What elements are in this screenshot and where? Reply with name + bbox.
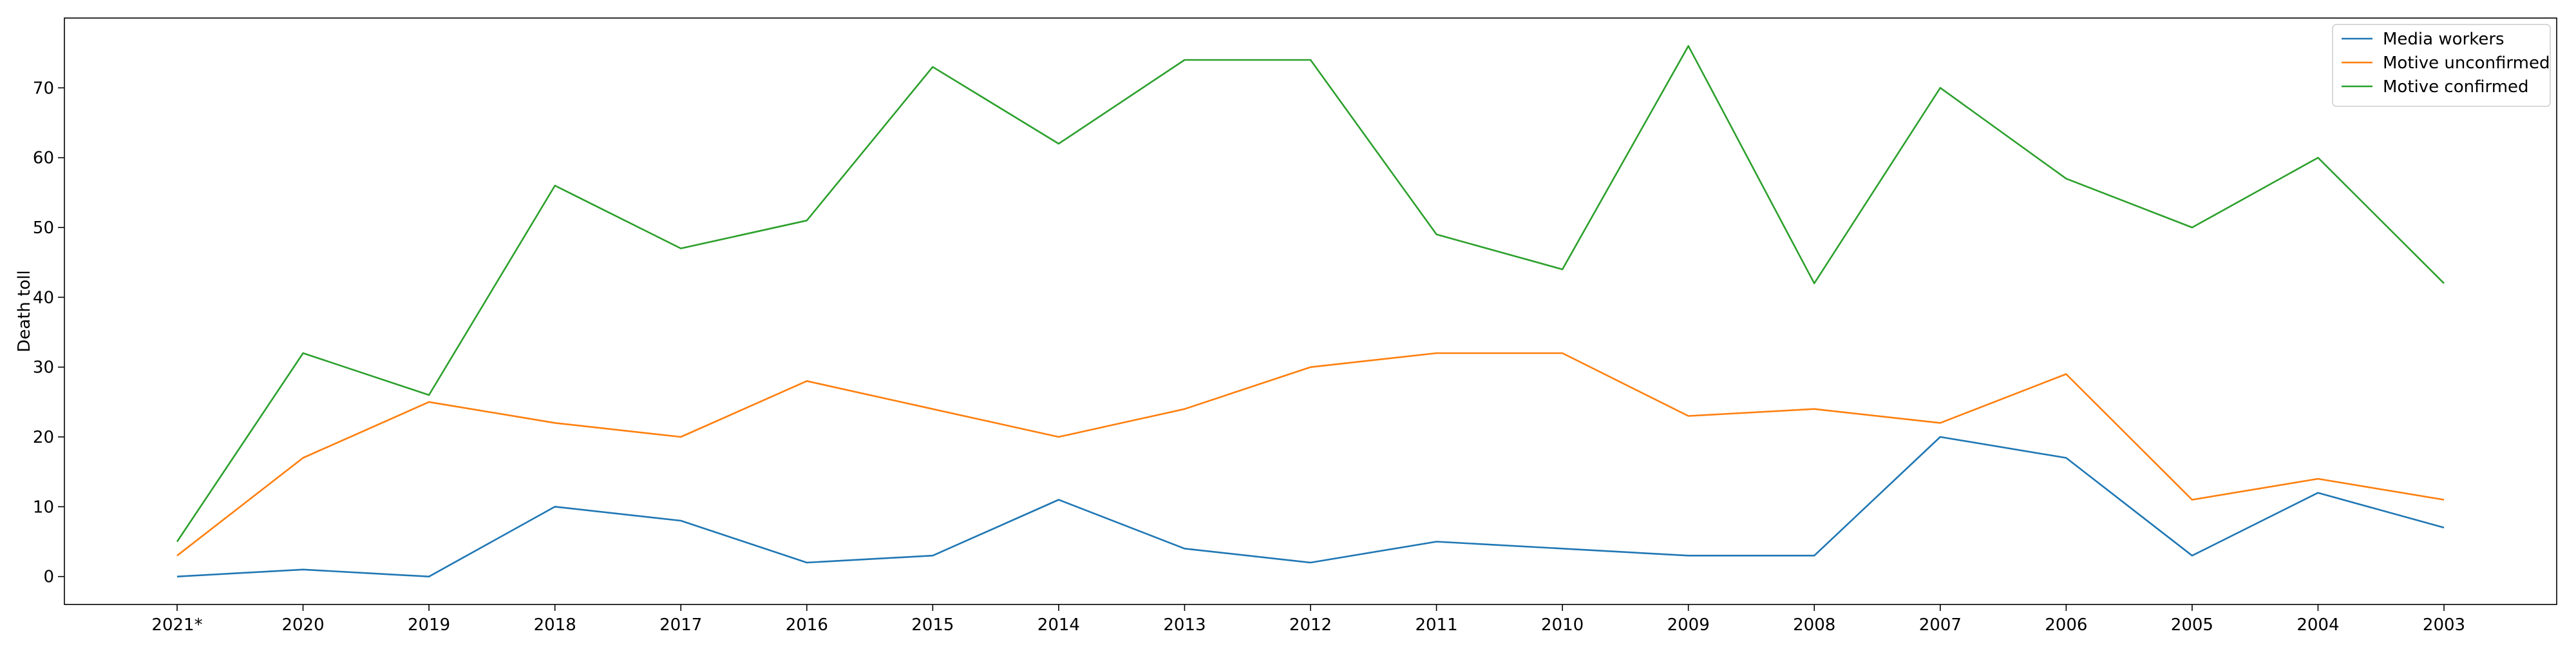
series-lines [176, 45, 2445, 578]
legend-label: Motive unconfirmed [2383, 53, 2550, 73]
x-tick-label: 2017 [659, 615, 702, 635]
y-tick-label: 20 [33, 428, 54, 447]
x-tick-label: 2018 [534, 615, 576, 635]
x-tick-label: 2020 [281, 615, 324, 635]
x-tick-label: 2008 [1793, 615, 1835, 635]
y-tick-label: 70 [33, 79, 54, 98]
legend: Media workers Motive unconfirmed Motive co… [2332, 24, 2551, 107]
x-tick-label: 2010 [1541, 615, 1584, 635]
x-tick-label: 2007 [1919, 615, 1962, 635]
y-axis-label: Death toll [15, 270, 34, 352]
plot-frame [64, 17, 2557, 605]
x-tick-label: 2019 [408, 615, 450, 635]
x-tick-label: 2004 [2297, 615, 2339, 635]
y-tick-label: 50 [33, 218, 54, 238]
y-tick-label: 0 [43, 568, 54, 587]
y-tick-label: 30 [33, 358, 54, 378]
x-tick-label: 2006 [2045, 615, 2087, 635]
legend-box [2332, 24, 2551, 107]
series-line-media-workers [176, 436, 2445, 578]
x-tick-label: 2009 [1667, 615, 1710, 635]
legend-label: Motive confirmed [2383, 77, 2529, 97]
x-tick-label: 2003 [2423, 615, 2465, 635]
x-tick-label: 2015 [911, 615, 954, 635]
x-tick-label: 2013 [1163, 615, 1206, 635]
x-tick-label: 2016 [786, 615, 828, 635]
x-tick-label: 2011 [1415, 615, 1457, 635]
legend-label: Media workers [2383, 30, 2505, 49]
x-tick-label: 2014 [1037, 615, 1080, 635]
y-axis-ticks: 0 10 20 30 40 50 60 70 [33, 79, 64, 587]
x-tick-label: 2012 [1289, 615, 1332, 635]
y-tick-label: 40 [33, 288, 54, 307]
x-tick-label: 2021* [151, 615, 202, 635]
series-line-motive-unconfirmed [176, 352, 2445, 557]
x-axis-ticks: 2021* 2020 2019 2018 2017 2016 2015 2014 2013 201… [151, 604, 2465, 635]
x-tick-label: 2005 [2171, 615, 2213, 635]
y-tick-label: 10 [33, 497, 54, 517]
y-tick-label: 60 [33, 149, 54, 168]
series-line-motive-confirmed [176, 45, 2445, 543]
